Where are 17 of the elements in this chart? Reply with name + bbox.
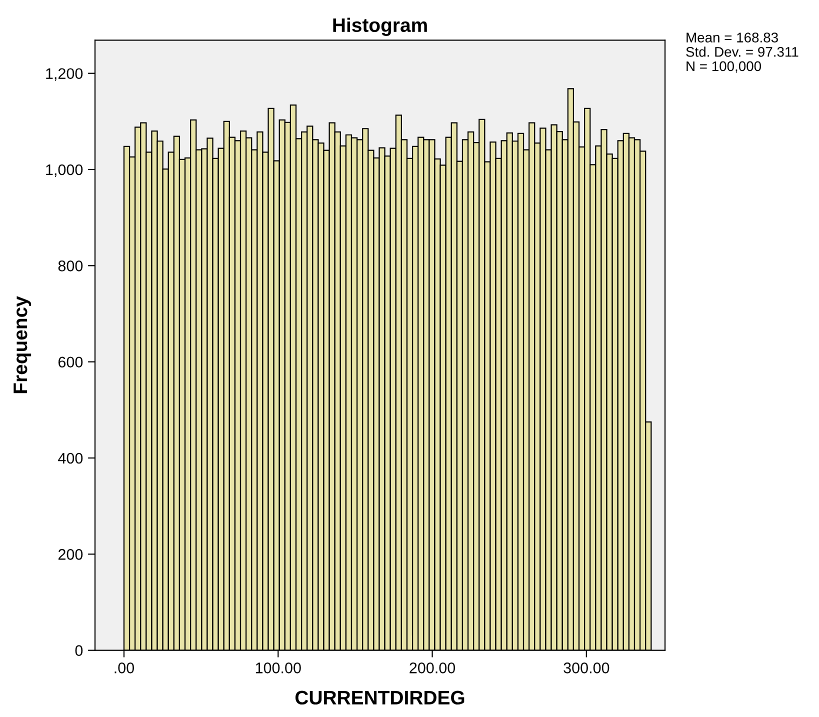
text: Std. Dev. = 97.311 [686, 46, 798, 57]
y-axis-title: Frequency [14, 296, 32, 394]
x-tick-label: 300.00 [564, 662, 610, 674]
text: Mean = 168.83 [686, 32, 778, 42]
x-tick-label: .00 [114, 662, 134, 674]
chart-title: Histogram [333, 18, 427, 36]
y-tick-label: 1,200 [46, 68, 83, 81]
y-tick-label: 600 [58, 356, 83, 368]
y-tick-label: 200 [58, 549, 83, 560]
y-tick-label: 0 [75, 645, 83, 656]
x-tick-label: 100.00 [256, 662, 301, 674]
x-axis-title: CURRENTDIRDEG [295, 690, 464, 705]
text: N = 100,000 [686, 61, 762, 73]
x-tick-label: 200.00 [410, 662, 456, 674]
y-tick-label: 800 [58, 260, 83, 272]
y-tick-label: 1,000 [46, 164, 83, 177]
y-tick-label: 400 [58, 452, 83, 464]
